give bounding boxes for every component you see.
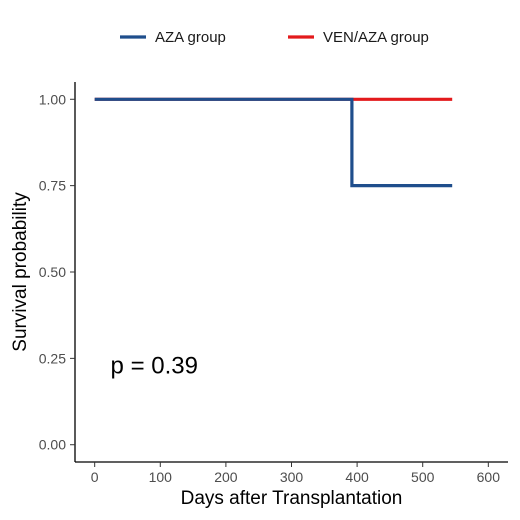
x-tick-label: 0 xyxy=(91,469,99,485)
y-tick-label: 0.00 xyxy=(39,437,66,453)
series-layer xyxy=(94,97,453,188)
x-tick-label: 100 xyxy=(149,469,173,485)
p-value-annotation: p = 0.39 xyxy=(111,352,198,379)
x-tick-label: 500 xyxy=(411,469,435,485)
y-axis-title: Survival probability xyxy=(10,192,31,352)
axes: 0 100 200 300 400 500 600 0.00 0.25 0.50 0.75 1.00 xyxy=(39,82,508,485)
y-axis-ticks: 0.00 0.25 0.50 0.75 1.00 xyxy=(39,91,75,453)
x-tick-label: 600 xyxy=(477,469,501,485)
series-line-aza-group xyxy=(94,97,453,188)
y-tick-label: 0.50 xyxy=(39,264,66,280)
x-axis-ticks: 0 100 200 300 400 500 600 xyxy=(91,462,500,485)
y-tick-label: 1.00 xyxy=(39,91,66,107)
y-tick-label: 0.75 xyxy=(39,178,66,194)
x-tick-label: 200 xyxy=(214,469,238,485)
annotation-layer: p = 0.39 xyxy=(111,352,198,379)
legend-label: VEN/AZA group xyxy=(323,29,429,46)
y-tick-label: 0.25 xyxy=(39,350,66,366)
legend-label: AZA group xyxy=(155,29,226,46)
legend: AZA group VEN/AZA group xyxy=(120,29,429,46)
x-axis-title: Days after Transplantation xyxy=(181,488,403,509)
x-tick-label: 400 xyxy=(345,469,369,485)
x-tick-label: 300 xyxy=(280,469,304,485)
plot-area: p = 0.39 xyxy=(94,97,453,379)
